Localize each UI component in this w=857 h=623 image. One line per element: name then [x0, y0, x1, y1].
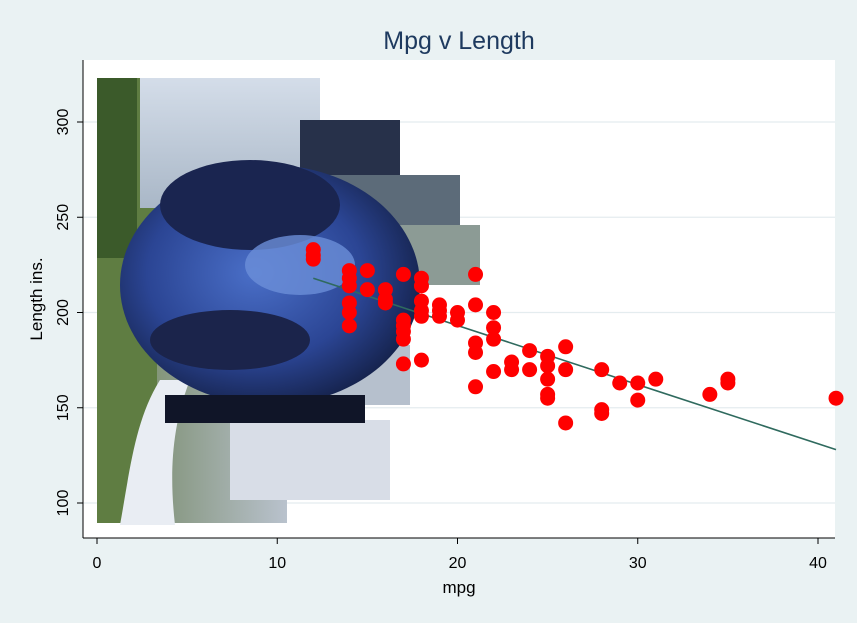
data-point: [468, 345, 484, 361]
data-point: [540, 390, 556, 406]
data-point: [395, 331, 411, 347]
data-point: [431, 308, 447, 324]
data-point: [558, 362, 574, 378]
chart-title: Mpg v Length: [383, 27, 535, 55]
y-tick-label: 100: [55, 490, 72, 517]
data-point: [630, 392, 646, 408]
data-point: [720, 375, 736, 391]
x-tick-label: 20: [449, 555, 467, 572]
data-point: [395, 266, 411, 282]
y-tick-label: 200: [55, 299, 72, 326]
data-point: [450, 312, 465, 328]
data-point: [522, 343, 538, 359]
data-point: [359, 282, 375, 298]
data-point: [341, 278, 357, 294]
data-point: [612, 375, 628, 391]
x-tick-label: 10: [268, 555, 286, 572]
fit-line-layer: [313, 277, 837, 451]
data-point: [468, 297, 484, 313]
data-point: [648, 371, 664, 387]
data-point: [540, 371, 556, 387]
car-photo-background: [97, 78, 480, 525]
data-point: [540, 358, 556, 374]
data-point: [486, 331, 502, 347]
data-point: [341, 318, 357, 334]
data-point: [359, 263, 375, 279]
x-axis-title: mpg: [442, 578, 475, 597]
data-point: [413, 308, 429, 324]
x-tick-label: 0: [93, 555, 102, 572]
data-point: [630, 375, 646, 391]
data-point: [468, 379, 484, 395]
data-point: [558, 415, 574, 431]
data-point: [486, 305, 502, 320]
x-tick-label: 30: [629, 555, 647, 572]
data-point: [558, 339, 574, 355]
y-tick-label: 150: [55, 394, 72, 421]
y-tick-label: 250: [55, 204, 72, 231]
x-tick-label: 40: [809, 555, 827, 572]
y-axis-title: Length ins.: [27, 257, 46, 340]
data-point: [395, 356, 411, 372]
data-point: [828, 390, 844, 406]
data-point: [341, 305, 357, 320]
data-point: [413, 352, 429, 368]
fit-line: [313, 277, 837, 451]
data-point: [305, 251, 321, 267]
data-point: [504, 362, 520, 378]
points-layer: [305, 242, 844, 431]
data-point: [377, 295, 393, 311]
data-point: [522, 362, 538, 378]
data-point: [468, 266, 484, 282]
data-point: [702, 386, 718, 402]
axes: 100 150 200 250 300 0 10 20 30 40: [55, 60, 835, 572]
data-point: [413, 278, 429, 294]
data-point: [486, 364, 502, 380]
data-point: [594, 405, 610, 421]
y-tick-label: 300: [55, 109, 72, 136]
data-point: [486, 320, 502, 336]
data-point: [594, 362, 610, 378]
